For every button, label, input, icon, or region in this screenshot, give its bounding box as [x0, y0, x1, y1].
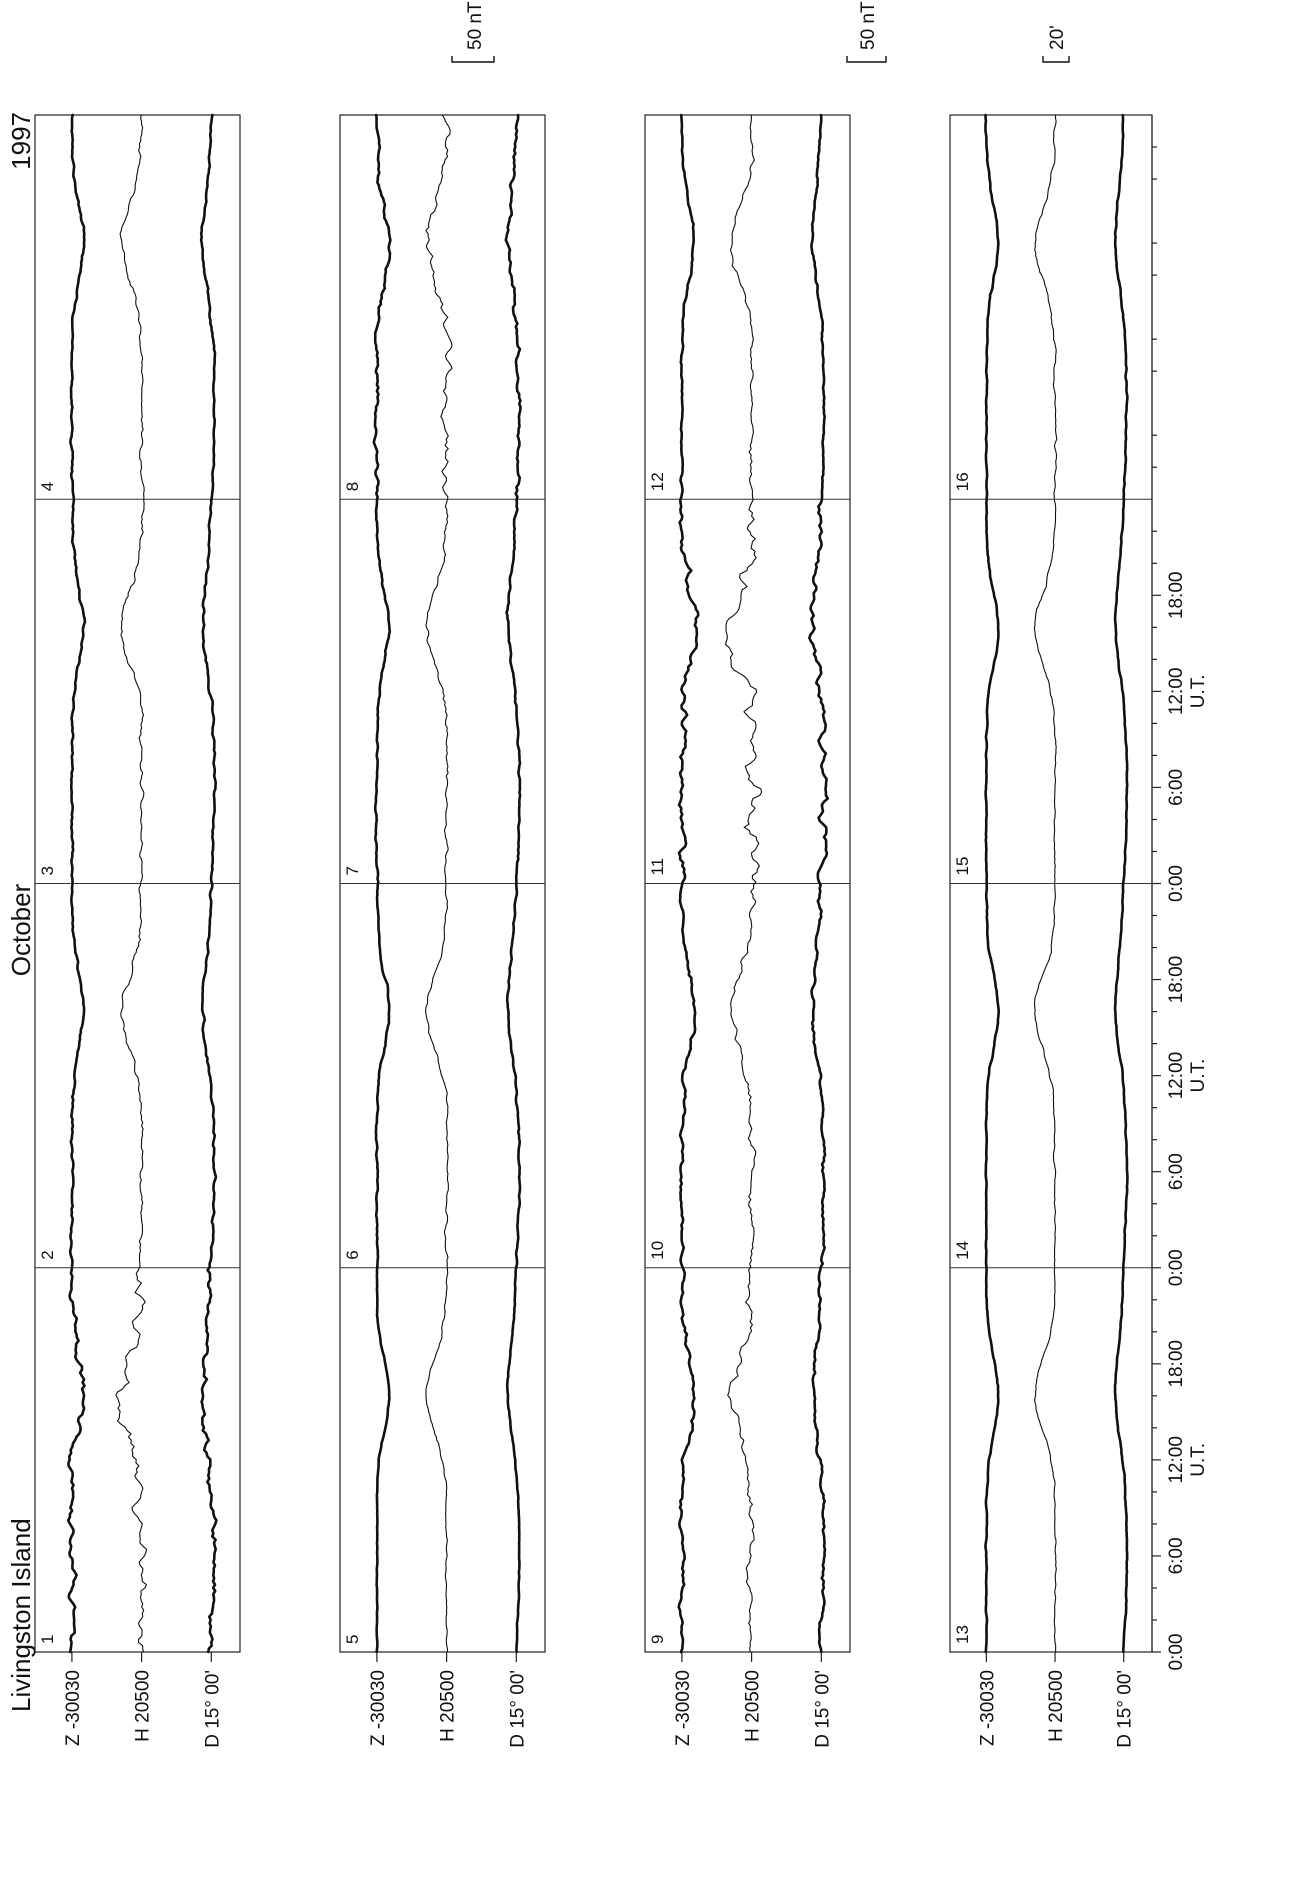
time-tick-label: 6:00 — [1166, 1153, 1187, 1190]
day-number: 16 — [953, 472, 972, 491]
day-number: 7 — [343, 866, 362, 875]
day-number: 3 — [38, 866, 57, 875]
trace-d — [808, 113, 830, 1654]
time-tick-label: 0:00 — [1166, 1249, 1187, 1286]
component-label: D 15° 00' — [812, 1670, 833, 1748]
scale-bar — [451, 56, 495, 63]
day-number: 12 — [648, 472, 667, 491]
scale-bar-label: 50 nT — [465, 1, 486, 50]
trace-h — [1033, 114, 1058, 1653]
trace-h — [115, 114, 148, 1653]
time-unit-label: U.T. — [1188, 1443, 1209, 1477]
trace-d — [199, 113, 218, 1654]
time-tick-label: 12:00 — [1166, 668, 1187, 716]
component-label: D 15° 00' — [1115, 1670, 1136, 1748]
day-number: 2 — [38, 1250, 57, 1259]
day-number: 15 — [953, 857, 972, 876]
day-number: 10 — [648, 1241, 667, 1260]
trace-z — [677, 113, 700, 1654]
component-label: D 15° 00' — [507, 1670, 528, 1748]
trace-h — [724, 114, 763, 1653]
scale-bar-label: 50 nT — [858, 1, 879, 50]
component-label: H 20500 — [743, 1670, 764, 1742]
time-tick-label: 0:00 — [1166, 1634, 1187, 1671]
time-tick-label: 12:00 — [1166, 1436, 1187, 1484]
trace-z — [372, 113, 392, 1654]
trace-d — [504, 113, 522, 1654]
time-unit-label: U.T. — [1188, 1059, 1209, 1093]
time-tick-label: 6:00 — [1166, 1537, 1187, 1574]
day-number: 11 — [648, 858, 667, 876]
month-title: October — [6, 883, 36, 976]
time-unit-label: U.T. — [1188, 674, 1209, 708]
year-title: 1997 — [6, 112, 36, 170]
time-tick-label: 18:00 — [1166, 956, 1187, 1004]
trace-d — [1113, 113, 1129, 1654]
component-label: D 15° 00' — [202, 1670, 223, 1748]
component-label: H 20500 — [438, 1670, 459, 1742]
scale-bar-label: 20' — [1047, 25, 1068, 50]
trace-z — [984, 113, 1001, 1654]
time-tick-label: 6:00 — [1166, 769, 1187, 806]
component-label: H 20500 — [133, 1670, 154, 1742]
station-title: Livingston Island — [6, 1518, 36, 1712]
time-tick-label: 0:00 — [1166, 865, 1187, 902]
day-number: 14 — [953, 1241, 972, 1260]
day-number: 5 — [343, 1635, 362, 1644]
component-label: H 20500 — [1046, 1670, 1067, 1742]
trace-z — [66, 113, 87, 1654]
component-label: Z -30030 — [673, 1670, 694, 1746]
day-number: 1 — [38, 1635, 57, 1644]
time-tick-label: 18:00 — [1166, 1340, 1187, 1388]
day-number: 8 — [343, 482, 362, 491]
day-number: 13 — [953, 1625, 972, 1644]
component-label: Z -30030 — [977, 1670, 998, 1746]
day-number: 6 — [343, 1250, 362, 1259]
component-label: Z -30030 — [368, 1670, 389, 1746]
scale-bar — [846, 56, 887, 63]
trace-h — [425, 114, 453, 1653]
time-tick-label: 18:00 — [1166, 572, 1187, 620]
time-tick-label: 12:00 — [1166, 1052, 1187, 1100]
scale-bar — [1042, 56, 1070, 63]
day-number: 4 — [38, 482, 57, 491]
component-label: Z -30030 — [63, 1670, 84, 1746]
day-number: 9 — [648, 1635, 667, 1644]
